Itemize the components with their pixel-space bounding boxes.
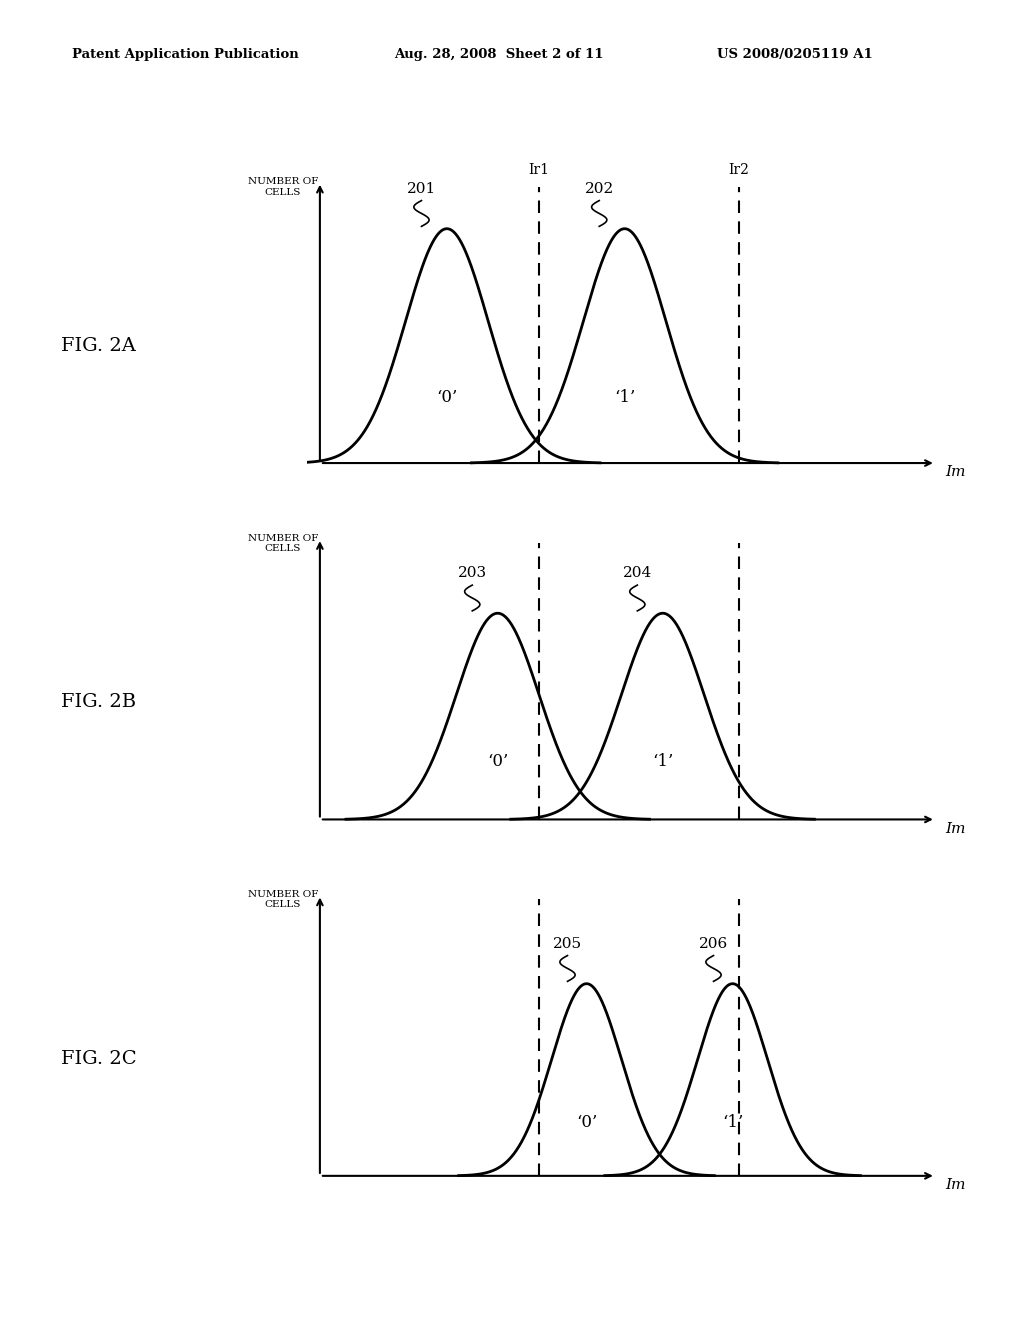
Text: Ir2: Ir2 <box>728 164 750 177</box>
Text: US 2008/0205119 A1: US 2008/0205119 A1 <box>717 48 872 61</box>
Text: Im: Im <box>945 466 966 479</box>
Text: NUMBER OF
CELLS: NUMBER OF CELLS <box>248 533 318 553</box>
Text: NUMBER OF
CELLS: NUMBER OF CELLS <box>248 177 318 197</box>
Text: ‘0’: ‘0’ <box>487 754 508 770</box>
Text: 202: 202 <box>585 182 613 195</box>
Text: FIG. 2A: FIG. 2A <box>61 337 136 355</box>
Text: 204: 204 <box>623 566 652 581</box>
Text: NUMBER OF
CELLS: NUMBER OF CELLS <box>248 890 318 909</box>
Text: FIG. 2C: FIG. 2C <box>61 1049 137 1068</box>
Text: Ir1: Ir1 <box>528 164 550 177</box>
Text: FIG. 2B: FIG. 2B <box>61 693 136 711</box>
Text: Aug. 28, 2008  Sheet 2 of 11: Aug. 28, 2008 Sheet 2 of 11 <box>394 48 604 61</box>
Text: Im: Im <box>945 1179 966 1192</box>
Text: 203: 203 <box>458 566 486 581</box>
Text: 206: 206 <box>699 937 728 950</box>
Text: Patent Application Publication: Patent Application Publication <box>72 48 298 61</box>
Text: Im: Im <box>945 822 966 836</box>
Text: 205: 205 <box>553 937 582 950</box>
Text: ‘1’: ‘1’ <box>652 754 674 770</box>
Text: ‘0’: ‘0’ <box>575 1114 597 1130</box>
Text: ‘1’: ‘1’ <box>722 1114 743 1130</box>
Text: 201: 201 <box>407 182 436 195</box>
Text: ‘1’: ‘1’ <box>614 389 635 407</box>
Text: ‘0’: ‘0’ <box>436 389 458 407</box>
